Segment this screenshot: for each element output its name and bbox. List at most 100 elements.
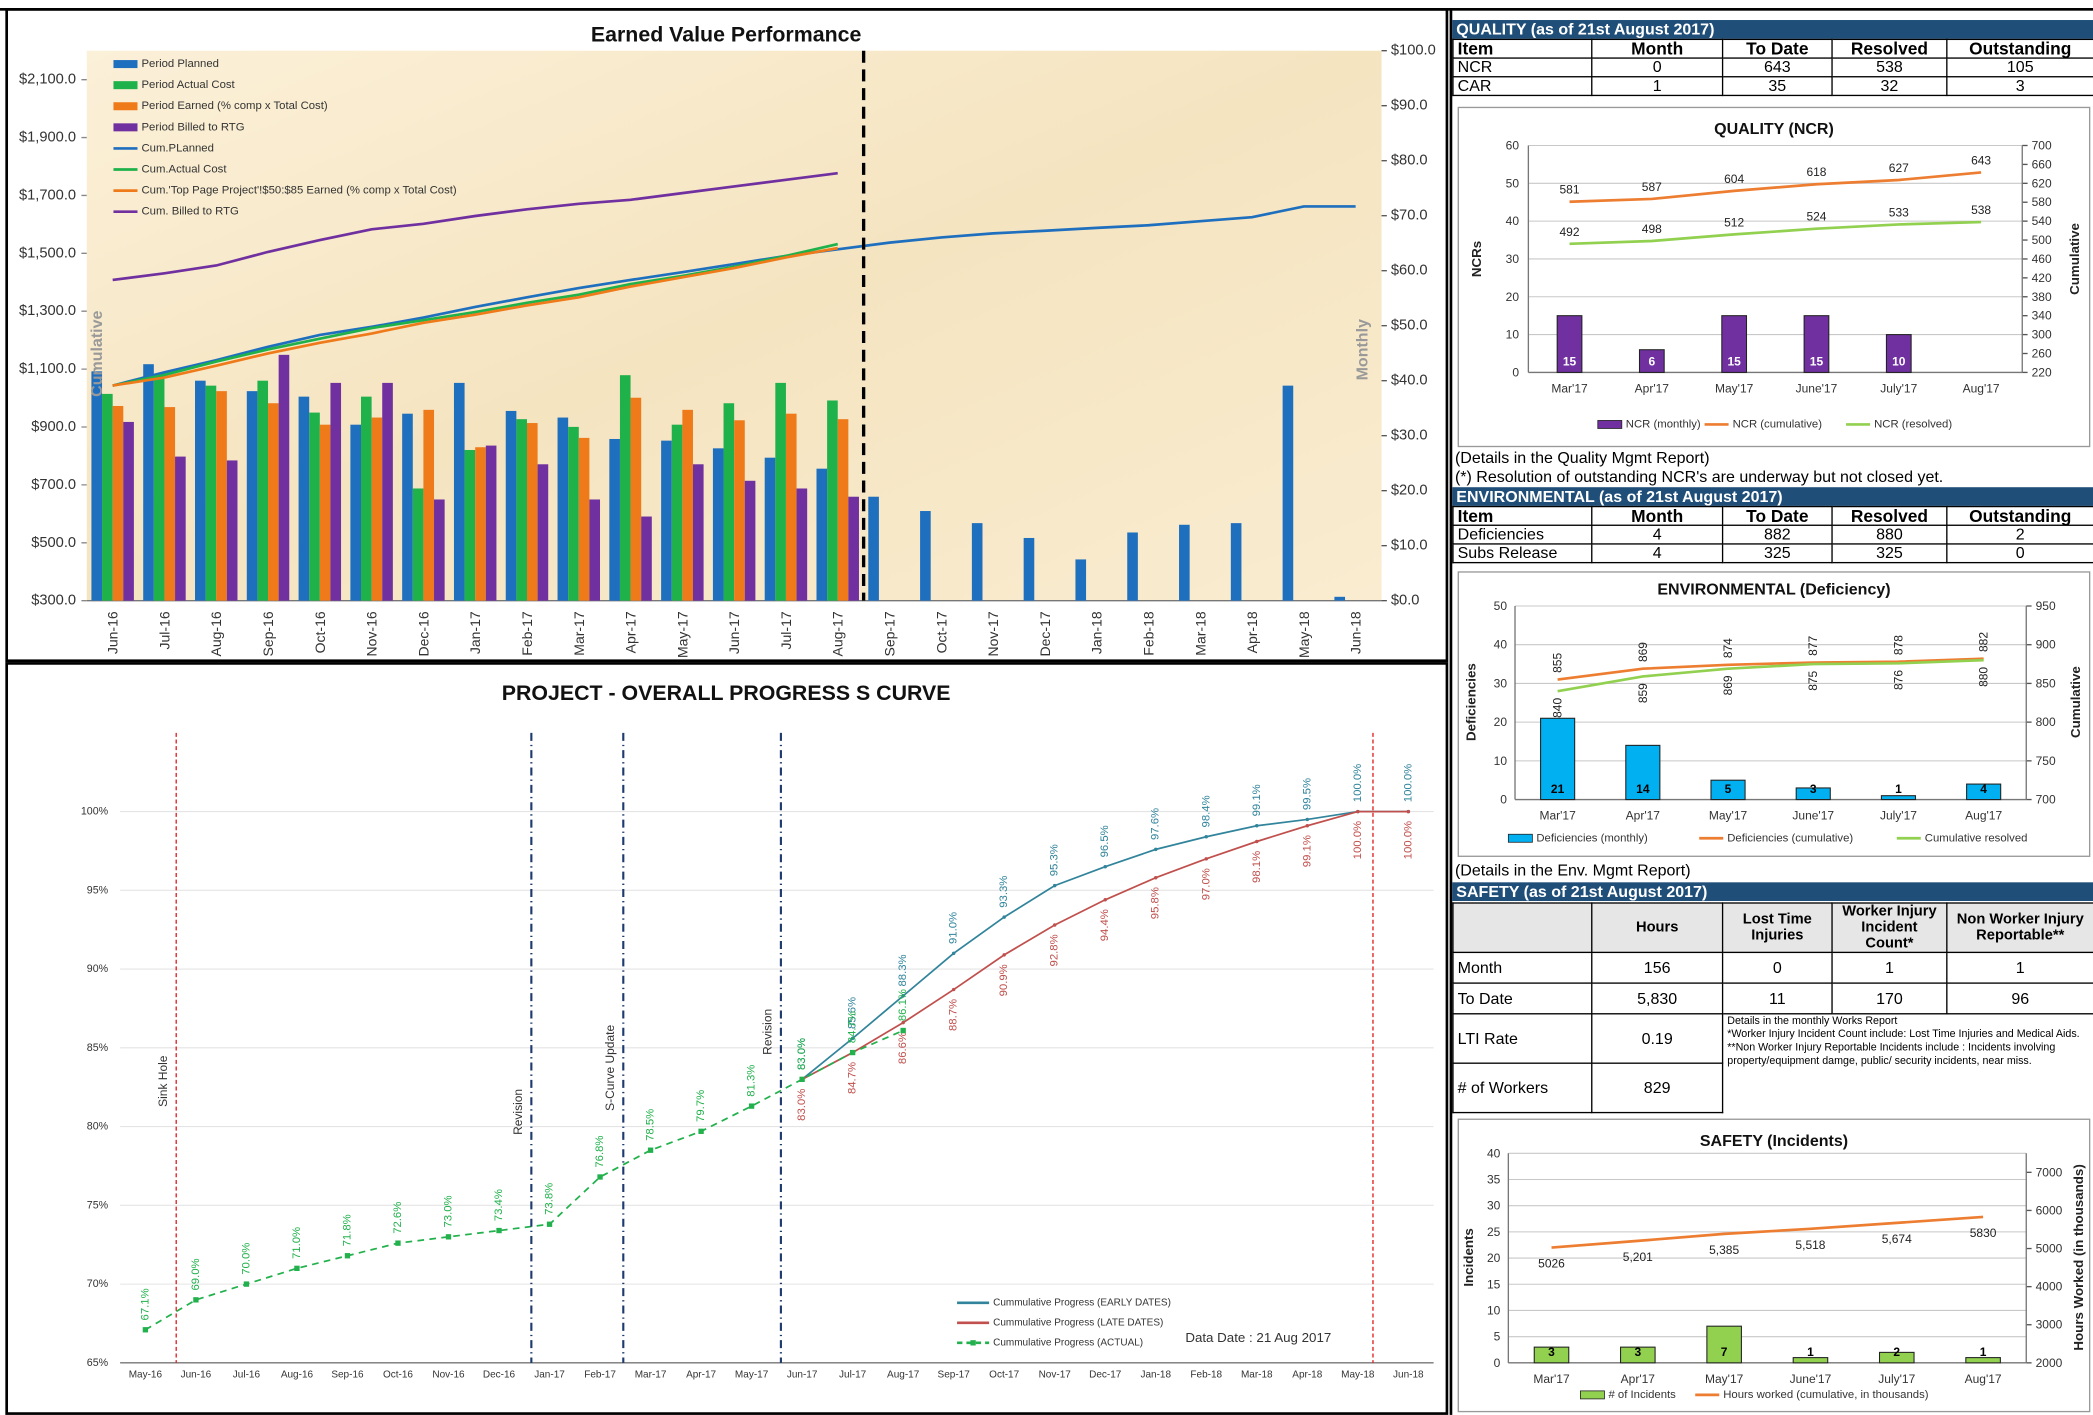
col-header: Resolved xyxy=(1831,38,1948,59)
data-date-note: Data Date : 21 Aug 2017 xyxy=(1185,1330,1331,1345)
x-tick-label: Aug-16 xyxy=(208,611,224,656)
bar xyxy=(734,420,745,601)
y-axis-title: Cumulative xyxy=(89,311,106,397)
env-table: Item Month To Date Resolved Outstanding Defi… xyxy=(1452,505,2093,564)
bar-label: 21 xyxy=(1551,782,1565,796)
cell: 0 xyxy=(1721,951,1833,984)
marker xyxy=(901,994,905,998)
data-label: 83.0% xyxy=(796,1038,808,1070)
chart-title: ENVIRONMENTAL (Deficiency) xyxy=(1657,581,1890,598)
data-label: 76.8% xyxy=(594,1136,606,1168)
bar-label: 15 xyxy=(1810,355,1824,369)
x-tick-label: Dec-16 xyxy=(415,611,431,656)
y-axis-title: Incidents xyxy=(1461,1228,1476,1287)
y-tick-label: 90% xyxy=(87,963,109,975)
x-tick-label: Jun-17 xyxy=(726,611,742,654)
bar xyxy=(1556,315,1583,373)
x-tick-label: Sep-17 xyxy=(882,611,898,656)
data-label: 83.0% xyxy=(796,1089,808,1121)
data-label: 88.3% xyxy=(897,954,909,986)
bar xyxy=(1885,334,1912,373)
x-tick-label: Mar'17 xyxy=(1533,1372,1570,1386)
y-tick-label: 70% xyxy=(87,1278,109,1290)
bar xyxy=(1792,1357,1829,1364)
legend-swatch xyxy=(113,81,138,90)
y2-tick-label: 3000 xyxy=(2036,1318,2063,1332)
cell: 5,830 xyxy=(1591,982,1724,1015)
y-axis-title: Deficiencies xyxy=(1463,663,1478,741)
cell: 156 xyxy=(1591,951,1724,984)
data-label: 73.4% xyxy=(493,1189,505,1221)
line xyxy=(112,171,838,282)
chart-title: QUALITY (NCR) xyxy=(1714,121,1834,138)
data-label: 875 xyxy=(1806,670,1820,690)
line xyxy=(144,1029,904,1331)
x-tick-label: Jul-16 xyxy=(233,1369,261,1380)
x-tick-label: Apr-17 xyxy=(623,611,639,653)
marker xyxy=(1002,915,1006,919)
y-tick-label: $2,100.0 xyxy=(19,72,76,88)
marker xyxy=(1154,847,1158,852)
bar xyxy=(412,488,424,601)
data-label: 869 xyxy=(1721,675,1735,695)
safety-chart: SAFETY (Incidents) 0 5 10 15 20 25 30 35 40 2000 30… xyxy=(1461,1133,2086,1401)
bar xyxy=(526,423,538,601)
x-tick-label: June'17 xyxy=(1790,1372,1832,1386)
legend-label: NCR (resolved) xyxy=(1874,418,1952,430)
bar xyxy=(1795,787,1831,801)
event-label: Revision xyxy=(511,1089,525,1135)
bar-label: 1 xyxy=(1980,1345,1987,1359)
bar xyxy=(226,460,238,601)
notes-cell: Details in the monthly Works Report *Work… xyxy=(1723,1014,2093,1113)
cell: Subs Release xyxy=(1452,543,1593,564)
x-tick-label: Feb-18 xyxy=(1140,611,1156,656)
section-header: ENVIRONMENTAL (as of 21st August 2017) xyxy=(1452,487,2093,506)
marker xyxy=(901,1020,905,1025)
bar xyxy=(764,457,776,601)
scurve-frame xyxy=(5,662,1449,1415)
y-tick-label: 20 xyxy=(1506,290,1520,304)
y2-tick-label: 700 xyxy=(2036,793,2056,807)
marker xyxy=(1356,809,1360,814)
x-tick-label: Mar-18 xyxy=(1192,611,1208,656)
x-tick-label: June'17 xyxy=(1792,809,1834,823)
line xyxy=(112,242,839,387)
data-label: 98.4% xyxy=(1200,795,1212,827)
bar xyxy=(920,511,931,601)
note: (Details in the Quality Mgmt Report) xyxy=(1454,448,1710,468)
y-axis-title: NCRs xyxy=(1469,241,1484,277)
bar xyxy=(816,468,828,601)
x-tick-label: Nov-16 xyxy=(432,1369,465,1380)
marker xyxy=(850,1050,855,1055)
marker xyxy=(699,1129,703,1134)
bar xyxy=(1625,744,1661,801)
bar xyxy=(1533,1346,1570,1364)
y-tick-label: $1,700.0 xyxy=(19,187,76,203)
data-label: 97.6% xyxy=(1150,808,1162,840)
bar xyxy=(112,405,124,601)
marker xyxy=(1406,809,1411,814)
data-label: 88.7% xyxy=(948,999,960,1031)
y2-tick-label: 800 xyxy=(2036,715,2056,729)
x-tick-label: Sep-16 xyxy=(260,611,276,656)
data-label: 72.6% xyxy=(392,1202,404,1234)
x-tick-label: Apr-17 xyxy=(686,1369,716,1380)
chart-title: SAFETY (Incidents) xyxy=(1700,1133,1848,1150)
bar xyxy=(1230,523,1242,601)
x-tick-label: Dec-17 xyxy=(1037,611,1053,656)
section-header: QUALITY (as of 21st August 2017) xyxy=(1452,20,2093,39)
y-tick-label: 10 xyxy=(1487,1303,1501,1317)
bar xyxy=(1075,559,1087,601)
bar xyxy=(1965,1357,2001,1364)
bar xyxy=(102,393,113,601)
data-label: 840 xyxy=(1551,698,1565,718)
data-label: 618 xyxy=(1806,165,1826,179)
right-panel xyxy=(1449,8,2093,1415)
y2-tick-label: $40.0 xyxy=(1391,373,1428,389)
data-label: 538 xyxy=(1971,203,1991,217)
y-tick-label: 40 xyxy=(1506,214,1520,228)
data-label: 86.1% xyxy=(897,989,909,1021)
y-tick-label: 10 xyxy=(1506,328,1520,342)
y-tick-label: 35 xyxy=(1487,1172,1501,1186)
col-header: To Date xyxy=(1721,38,1833,59)
